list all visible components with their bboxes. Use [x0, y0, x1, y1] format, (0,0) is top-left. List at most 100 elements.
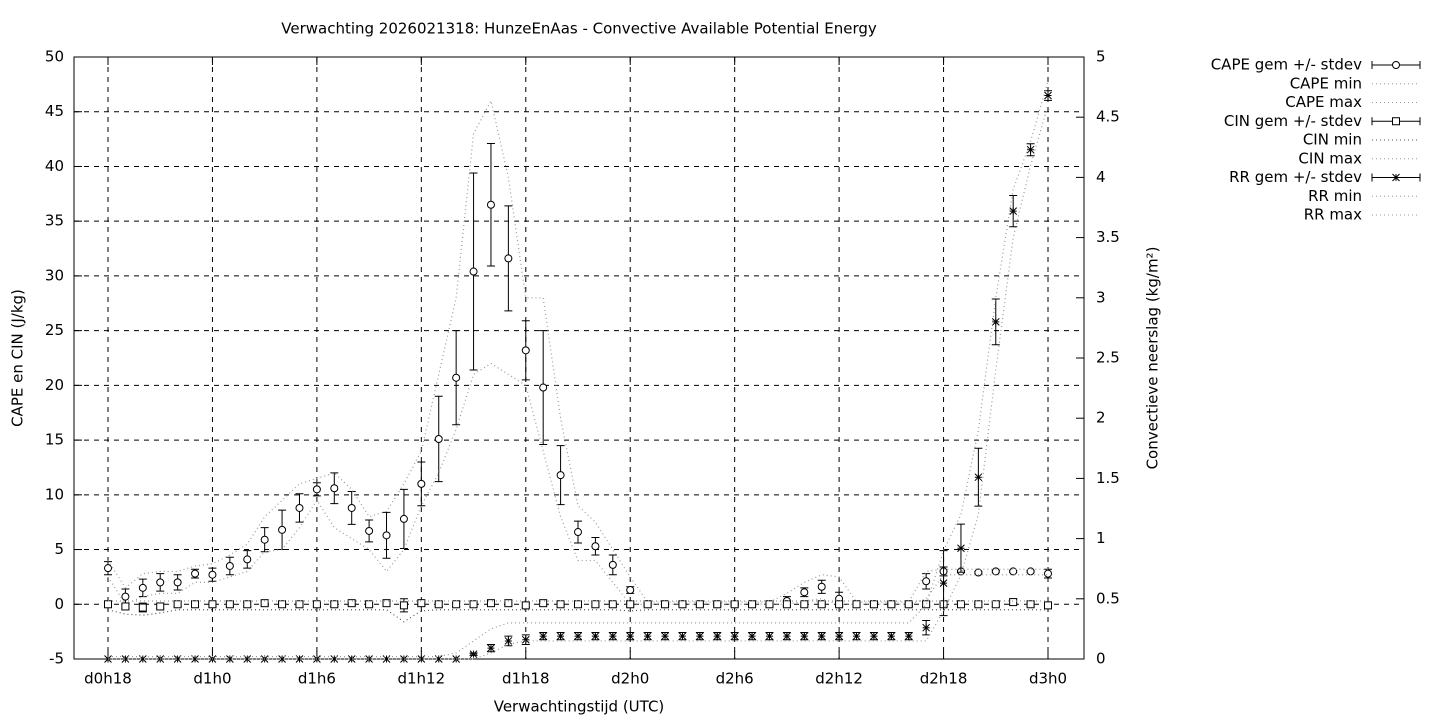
data-point [678, 600, 687, 609]
y-tick-label: 50 [45, 48, 64, 66]
data-point [295, 600, 304, 609]
data-point [974, 600, 983, 609]
data-point [260, 599, 269, 608]
data-point [904, 632, 913, 640]
data-point [521, 601, 530, 610]
data-point [800, 632, 809, 640]
data-point [626, 600, 635, 609]
y2-tick-label: 1 [1096, 529, 1106, 547]
y2-tick-label: 3.5 [1096, 228, 1120, 246]
data-point [452, 600, 461, 609]
y2-tick-label: 1.5 [1096, 469, 1120, 487]
data-point [713, 632, 722, 640]
legend-label: CIN min [1303, 131, 1362, 149]
data-point [748, 632, 756, 640]
data-point [295, 503, 304, 512]
data-point [417, 655, 426, 663]
data-point [730, 600, 739, 609]
x-tick-label: d2h12 [815, 670, 863, 688]
y-tick-label: 5 [54, 540, 64, 558]
data-point [835, 600, 844, 609]
y-tick-label: 25 [45, 321, 64, 339]
data-point [1009, 598, 1018, 607]
data-point [713, 600, 722, 609]
data-point [156, 602, 165, 611]
data-point [539, 383, 548, 392]
data-point [121, 592, 130, 601]
y-tick-label: 30 [45, 266, 64, 284]
data-point [870, 632, 878, 640]
data-point [260, 535, 269, 544]
data-point [399, 514, 408, 523]
data-point [486, 200, 495, 209]
data-point [956, 600, 965, 609]
x-tick-label: d1h6 [298, 670, 336, 688]
data-point [365, 526, 374, 535]
data-point [852, 600, 861, 609]
y2-tick-label: 2.5 [1096, 349, 1120, 367]
data-point [991, 567, 1000, 576]
data-point [974, 568, 983, 577]
data-point [626, 632, 635, 640]
data-point [469, 600, 478, 609]
data-point [347, 599, 356, 608]
data-point [191, 655, 199, 663]
y2-tick-label: 2 [1096, 409, 1106, 427]
data-point [800, 600, 809, 609]
x-tick-label: d0h18 [84, 670, 132, 688]
legend-marker [1392, 117, 1400, 126]
y-tick-label: 20 [45, 376, 64, 394]
data-point [452, 373, 461, 382]
data-point [417, 599, 426, 608]
data-point [104, 600, 112, 609]
data-point [974, 473, 983, 482]
data-point [922, 623, 931, 632]
data-point [365, 600, 374, 609]
data-point [312, 485, 321, 494]
y-tick-label: 35 [45, 212, 64, 230]
data-point [208, 600, 217, 609]
data-point [417, 479, 426, 488]
data-point [626, 586, 635, 595]
data-point [1044, 569, 1052, 578]
data-point [782, 600, 791, 609]
y2-tick-label: 3 [1096, 288, 1106, 306]
data-point [730, 632, 739, 640]
data-point [922, 600, 931, 609]
x-tick-label: d2h18 [920, 670, 968, 688]
data-point [643, 632, 652, 640]
data-point [869, 600, 878, 609]
data-point [243, 555, 252, 564]
data-point [643, 600, 652, 609]
legend-label: RR max [1304, 206, 1362, 224]
data-point [574, 600, 582, 609]
data-point [591, 542, 600, 551]
data-point [173, 600, 182, 609]
y-tick-label: 40 [45, 157, 64, 175]
data-point [1026, 600, 1035, 609]
data-point [1009, 207, 1018, 215]
y-tick-label: 0 [54, 595, 64, 613]
legend-marker [1392, 173, 1400, 182]
data-point [486, 599, 495, 608]
data-point [504, 254, 513, 263]
data-point [591, 632, 600, 640]
data-point [312, 600, 321, 609]
legend-label: CAPE min [1290, 74, 1362, 92]
data-point [173, 578, 182, 587]
data-point [852, 632, 861, 640]
data-point [556, 471, 565, 480]
data-point [574, 632, 582, 640]
x-axis-label: Verwachtingstijd (UTC) [494, 698, 665, 716]
data-point [347, 503, 356, 512]
legend-label: CAPE max [1285, 93, 1362, 111]
legend-label: RR gem +/- stdev [1229, 168, 1362, 186]
data-point [295, 655, 304, 663]
y-tick-label: 45 [45, 102, 64, 120]
data-point [347, 655, 356, 663]
data-point [539, 632, 548, 640]
data-point [191, 569, 200, 578]
y2-tick-label: 4 [1096, 168, 1106, 186]
data-point [382, 599, 391, 608]
data-point [382, 531, 391, 540]
